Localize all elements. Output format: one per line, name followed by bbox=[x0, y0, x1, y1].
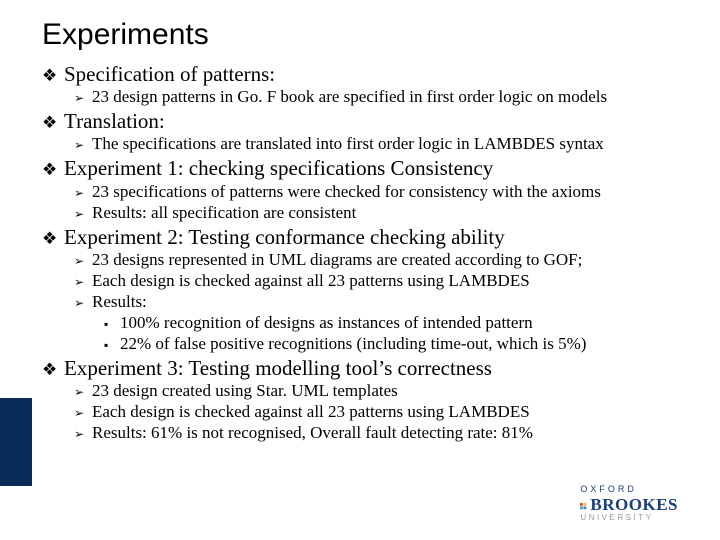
bullet-text: Experiment 1: checking specifications Co… bbox=[64, 156, 493, 180]
bullet-icon: ➢ bbox=[74, 138, 92, 152]
bullet-text: Translation: bbox=[64, 109, 165, 133]
bullet-icon: ➢ bbox=[74, 385, 92, 399]
brookes-logo: OXFORD BROOKES UNIVERSITY bbox=[580, 485, 678, 522]
bullet-icon: ➢ bbox=[74, 91, 92, 105]
bullet-text: The specifications are translated into f… bbox=[92, 134, 604, 154]
l3-item: ▪100% recognition of designs as instance… bbox=[104, 313, 690, 333]
logo-mid: BROOKES bbox=[580, 496, 678, 513]
bullet-text: Results: all specification are consisten… bbox=[92, 203, 356, 223]
l1-item: ❖Experiment 2: Testing conformance check… bbox=[42, 225, 690, 249]
l2-item: ➢23 specifications of patterns were chec… bbox=[74, 182, 690, 202]
logo-top: OXFORD bbox=[580, 485, 678, 494]
bullet-text: 23 design created using Star. UML templa… bbox=[92, 381, 398, 401]
bullet-icon: ➢ bbox=[74, 406, 92, 420]
l3-item: ▪22% of false positive recognitions (inc… bbox=[104, 334, 690, 354]
bullet-text: Results: bbox=[92, 292, 147, 312]
slide: Experiments ❖Specification of patterns:➢… bbox=[0, 0, 720, 540]
bullet-text: Experiment 3: Testing modelling tool’s c… bbox=[64, 356, 492, 380]
bullet-text: 23 specifications of patterns were check… bbox=[92, 182, 601, 202]
bullet-icon: ➢ bbox=[74, 427, 92, 441]
bullet-text: Each design is checked against all 23 pa… bbox=[92, 271, 530, 291]
l2-item: ➢The specifications are translated into … bbox=[74, 134, 690, 154]
bullet-icon: ➢ bbox=[74, 275, 92, 289]
bullet-icon: ➢ bbox=[74, 207, 92, 221]
bullet-text: Each design is checked against all 23 pa… bbox=[92, 402, 530, 422]
bullet-text: Experiment 2: Testing conformance checki… bbox=[64, 225, 505, 249]
bullet-icon: ▪ bbox=[104, 317, 120, 331]
l1-item: ❖Translation: bbox=[42, 109, 690, 133]
bullet-text: Specification of patterns: bbox=[64, 62, 275, 86]
l2-item: ➢23 designs represented in UML diagrams … bbox=[74, 250, 690, 270]
l2-item: ➢Results: bbox=[74, 292, 690, 312]
logo-bot: UNIVERSITY bbox=[580, 514, 678, 522]
bullet-icon: ▪ bbox=[104, 338, 120, 352]
logo-mid-text: BROOKES bbox=[590, 495, 678, 514]
slide-content: ❖Specification of patterns:➢23 design pa… bbox=[42, 62, 690, 443]
bullet-icon: ➢ bbox=[74, 186, 92, 200]
accent-bar bbox=[0, 398, 32, 486]
bullet-text: 23 design patterns in Go. F book are spe… bbox=[92, 87, 607, 107]
bullet-icon: ❖ bbox=[42, 360, 64, 380]
l2-item: ➢Results: 61% is not recognised, Overall… bbox=[74, 423, 690, 443]
bullet-text: 23 designs represented in UML diagrams a… bbox=[92, 250, 582, 270]
bullet-icon: ❖ bbox=[42, 113, 64, 133]
l1-item: ❖Experiment 1: checking specifications C… bbox=[42, 156, 690, 180]
l2-item: ➢Each design is checked against all 23 p… bbox=[74, 271, 690, 291]
l2-item: ➢Each design is checked against all 23 p… bbox=[74, 402, 690, 422]
bullet-text: 100% recognition of designs as instances… bbox=[120, 313, 533, 333]
bullet-icon: ❖ bbox=[42, 229, 64, 249]
slide-title: Experiments bbox=[42, 18, 690, 52]
l2-item: ➢Results: all specification are consiste… bbox=[74, 203, 690, 223]
logo-accent-icon bbox=[580, 503, 587, 510]
bullet-icon: ➢ bbox=[74, 254, 92, 268]
l1-item: ❖Specification of patterns: bbox=[42, 62, 690, 86]
bullet-text: Results: 61% is not recognised, Overall … bbox=[92, 423, 533, 443]
l1-item: ❖Experiment 3: Testing modelling tool’s … bbox=[42, 356, 690, 380]
l2-item: ➢23 design patterns in Go. F book are sp… bbox=[74, 87, 690, 107]
bullet-icon: ➢ bbox=[74, 296, 92, 310]
bullet-text: 22% of false positive recognitions (incl… bbox=[120, 334, 586, 354]
bullet-icon: ❖ bbox=[42, 66, 64, 86]
bullet-icon: ❖ bbox=[42, 160, 64, 180]
l2-item: ➢23 design created using Star. UML templ… bbox=[74, 381, 690, 401]
